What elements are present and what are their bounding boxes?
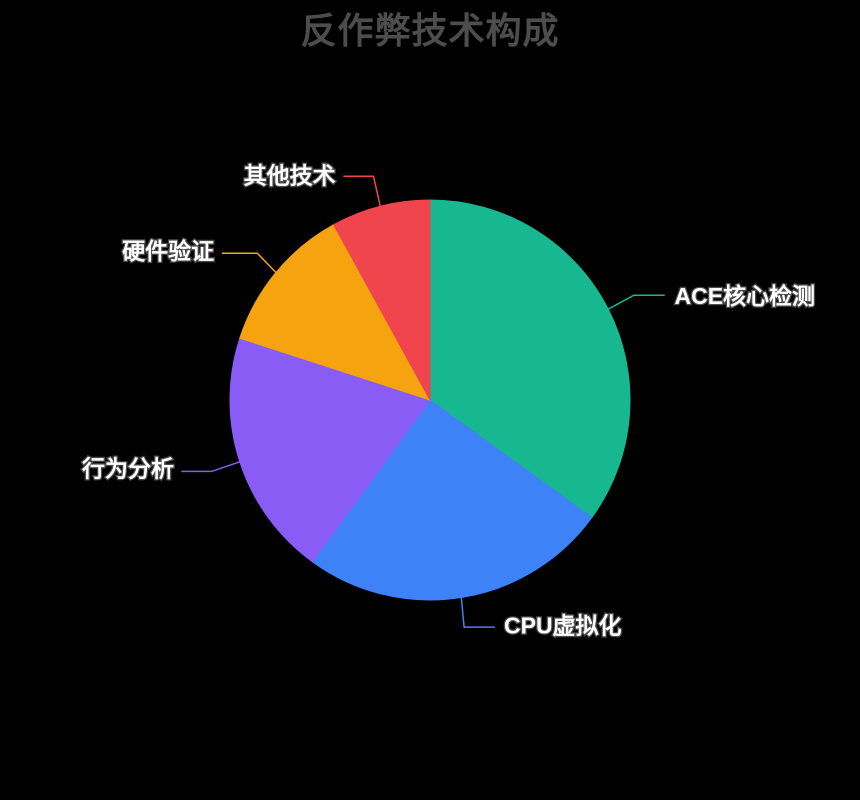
svg-text:ACE核心检测: ACE核心检测 [675, 283, 816, 309]
svg-text:CPU虚拟化: CPU虚拟化 [504, 612, 622, 638]
svg-text:其他技术: 其他技术 [244, 162, 336, 188]
svg-text:硬件验证: 硬件验证 [122, 238, 214, 264]
svg-text:行为分析: 行为分析 [81, 455, 174, 481]
